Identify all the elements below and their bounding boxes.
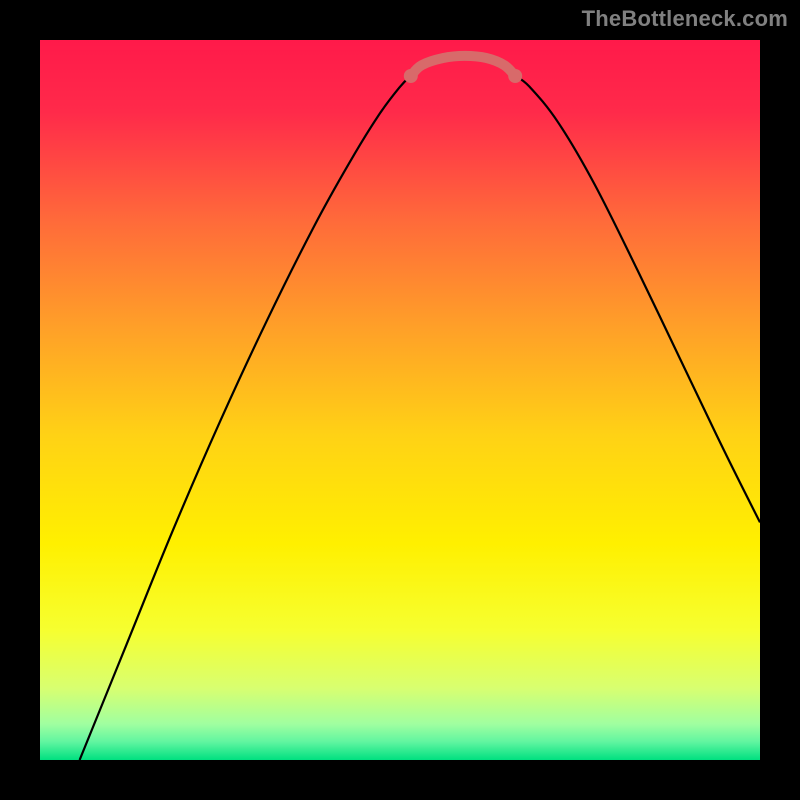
highlight-end-dot (508, 69, 522, 83)
plot-background (40, 40, 760, 760)
chart-svg (0, 0, 800, 800)
watermark-text: TheBottleneck.com (582, 6, 788, 32)
bottleneck-chart: TheBottleneck.com (0, 0, 800, 800)
highlight-start-dot (404, 69, 418, 83)
